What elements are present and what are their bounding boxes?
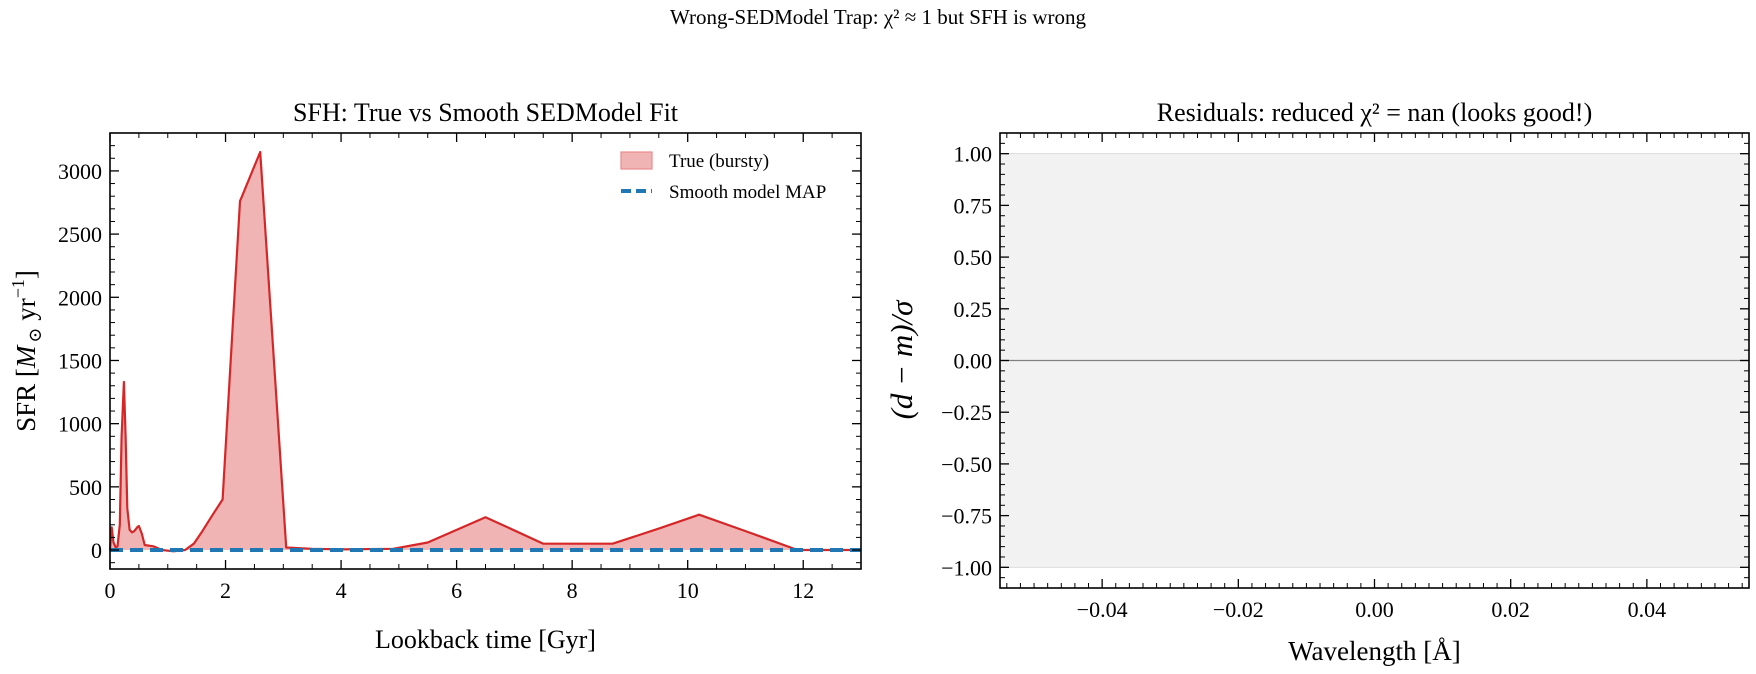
sfh-xtick-label: 0 bbox=[105, 578, 116, 603]
sfh-xtick-label: 12 bbox=[792, 578, 814, 603]
sfh-ytick-label: 1500 bbox=[58, 348, 102, 373]
legend-swatch-true bbox=[620, 151, 653, 170]
sfh-legend: True (bursty) Smooth model MAP bbox=[620, 151, 826, 203]
sfh-ylabel: SFR [M⊙ yr−1] bbox=[8, 270, 45, 432]
legend-label-model: Smooth model MAP bbox=[669, 182, 826, 203]
sfh-xtick-label: 8 bbox=[567, 578, 578, 603]
residuals-xtick-label: −0.02 bbox=[1213, 597, 1264, 622]
sfh-ytick-label: 1000 bbox=[58, 412, 102, 437]
residuals-ytick-label: 0.25 bbox=[954, 297, 993, 322]
sfh-ytick-label: 3000 bbox=[58, 159, 102, 184]
residuals-xtick-label: 0.02 bbox=[1491, 597, 1530, 622]
residuals-ytick-label: −0.75 bbox=[941, 504, 992, 529]
sfh-ylabel-exponent: −1 bbox=[8, 279, 28, 298]
residuals-ytick-label: −0.25 bbox=[941, 400, 992, 425]
sfh-xtick-label: 2 bbox=[220, 578, 231, 603]
residuals-ytick-label: 1.00 bbox=[954, 142, 993, 167]
figure-suptitle: Wrong-SEDModel Trap: χ² ≈ 1 but SFH is w… bbox=[670, 5, 1086, 29]
sfh-ytick-label: 500 bbox=[69, 475, 102, 500]
residuals-ytick-label: 0.75 bbox=[954, 193, 993, 218]
residuals-xtick-label: 0.04 bbox=[1628, 597, 1667, 622]
sfh-xtick-label: 4 bbox=[336, 578, 347, 603]
sfh-ytick-label: 2500 bbox=[58, 222, 102, 247]
residuals-title: Residuals: reduced χ² = nan (looks good!… bbox=[1157, 98, 1592, 127]
residuals-panel: −0.04 −0.02 0.00 0.02 0.04 −1.00 −0.75 −0.50 −0.… bbox=[884, 98, 1750, 666]
true-sfh-line bbox=[108, 150, 861, 553]
residuals-ytick-label: −0.50 bbox=[941, 452, 992, 477]
sfh-xtick-label: 6 bbox=[451, 578, 462, 603]
sfh-axes-frame bbox=[109, 132, 862, 570]
residuals-ytick-label: 0.50 bbox=[954, 245, 993, 270]
residuals-xtick-label: 0.00 bbox=[1355, 597, 1394, 622]
residuals-xlabel-text: Wavelength [Å] bbox=[1288, 636, 1461, 666]
sfh-ylabel-suffix: ] bbox=[11, 270, 41, 279]
residuals-xlabel: Wavelength [Å] bbox=[1288, 636, 1461, 666]
sfh-ytick-label: 0 bbox=[91, 538, 102, 563]
residuals-ytick-label: −1.00 bbox=[941, 555, 992, 580]
sfh-panel: 0 2 4 6 8 10 12 0 500 1000 1500 2000 2500 3000 SFH: T… bbox=[8, 98, 862, 654]
sfh-ylabel-symbol: M bbox=[11, 344, 41, 369]
sfh-ylabel-unit: yr bbox=[11, 298, 41, 327]
sfh-ylabel-sun: ⊙ bbox=[25, 328, 45, 343]
residuals-axes-frame bbox=[999, 132, 1750, 589]
true-sfh-fill bbox=[110, 152, 861, 552]
sfh-ylabel-prefix: SFR [ bbox=[11, 368, 41, 432]
sfh-ytick-label: 2000 bbox=[58, 285, 102, 310]
residuals-xtick-label: −0.04 bbox=[1077, 597, 1128, 622]
residuals-ytick-label: 0.00 bbox=[954, 349, 993, 374]
residuals-ylabel: (d − m)/σ bbox=[884, 299, 919, 420]
sfh-plot-area bbox=[108, 150, 861, 553]
sfh-title: SFH: True vs Smooth SEDModel Fit bbox=[293, 98, 679, 127]
sfh-xlabel: Lookback time [Gyr] bbox=[375, 625, 596, 654]
legend-label-true: True (bursty) bbox=[669, 151, 769, 172]
sfh-xtick-label: 10 bbox=[677, 578, 699, 603]
